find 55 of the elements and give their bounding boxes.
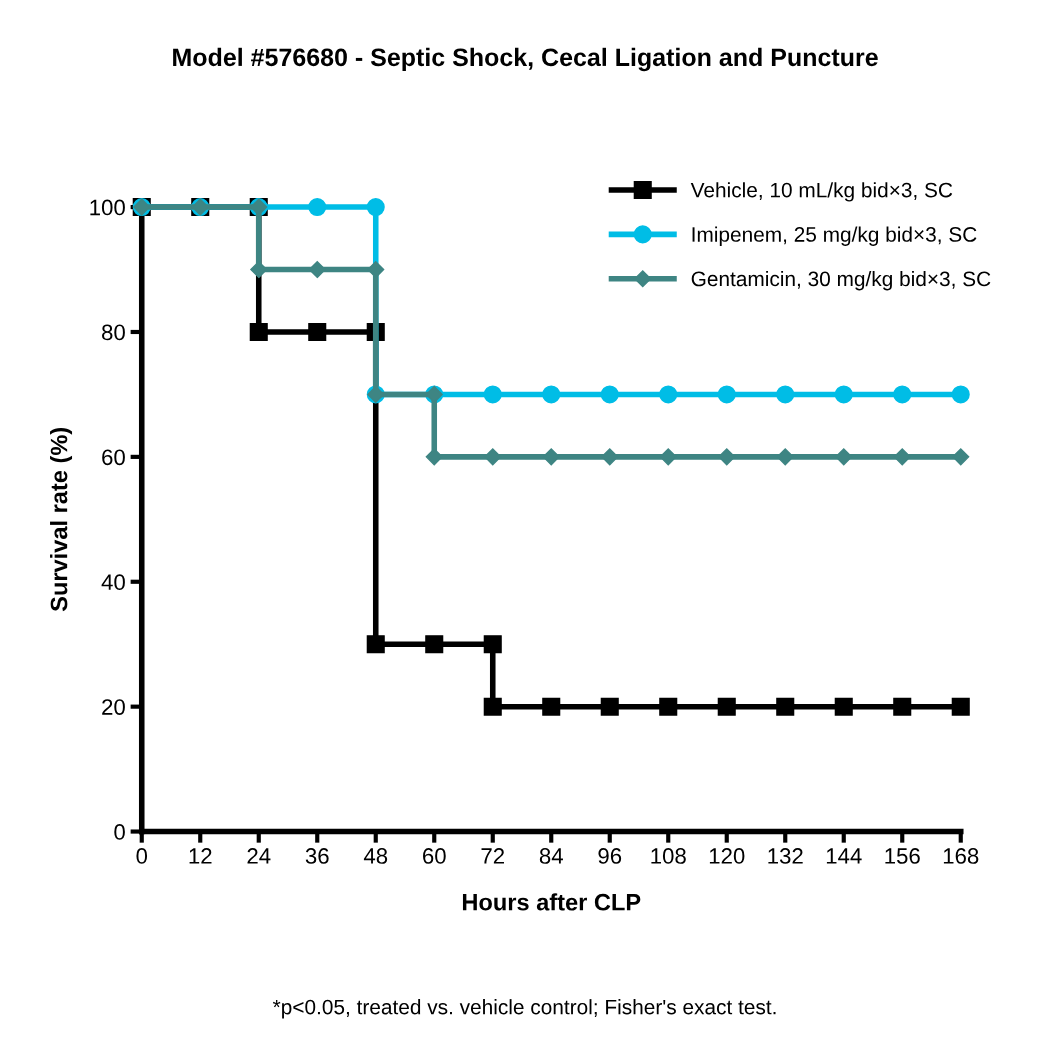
point <box>542 385 561 404</box>
x-tick-label: 168 <box>943 848 979 864</box>
point <box>893 697 912 716</box>
point <box>834 697 853 716</box>
point <box>951 697 970 716</box>
point <box>483 385 502 404</box>
point <box>776 697 795 716</box>
point <box>834 385 853 404</box>
point <box>366 635 385 654</box>
point <box>717 385 736 404</box>
x-tick-label: 120 <box>709 848 745 864</box>
point <box>776 385 795 404</box>
point <box>659 697 678 716</box>
x-tick-label: 132 <box>768 848 803 864</box>
chart-title: Model #576680 - Septic Shock, Cecal Ligation and Puncture <box>173 47 878 72</box>
point <box>483 635 502 654</box>
y-tick-label: 60 <box>102 449 125 466</box>
y-axis-title: Survival rate (%) <box>50 427 73 612</box>
x-tick-label: 24 <box>247 848 271 864</box>
text: *p<0.05, treated vs. vehicle control; Fisher's exact test. <box>272 999 776 1019</box>
x-tick-label: 84 <box>539 848 563 864</box>
point <box>249 322 268 342</box>
x-tick-label: 156 <box>885 848 920 864</box>
y-tick-label: 100 <box>90 199 125 216</box>
point <box>952 448 970 466</box>
x-tick-label: 108 <box>651 848 686 864</box>
legend-label: Imipenem, 25 mg/kg bid×3, SC <box>692 226 977 246</box>
y-tick-label: 40 <box>101 574 125 591</box>
point <box>366 198 385 217</box>
point <box>951 385 970 404</box>
point <box>717 697 736 716</box>
point <box>893 385 912 404</box>
y-tick-label: 80 <box>102 324 125 341</box>
point <box>308 198 327 217</box>
point <box>425 635 444 654</box>
point <box>600 697 619 716</box>
point <box>600 385 619 404</box>
legend-label: Gentamicin, 30 mg/kg bid×3, SC <box>691 270 991 291</box>
x-tick-label: 96 <box>598 848 622 864</box>
x-tick-label: 72 <box>481 848 504 864</box>
point <box>308 322 327 342</box>
x-tick-label: 0 <box>136 848 148 864</box>
point <box>425 448 443 466</box>
legend-label: Vehicle, 10 mL/kg bid×3, SC <box>690 182 953 202</box>
x-axis-title: Hours after CLP <box>462 893 641 911</box>
y-tick-label: 20 <box>102 699 125 715</box>
x-tick-label: 144 <box>826 848 862 864</box>
point <box>659 385 678 404</box>
x-tick-label: 12 <box>189 848 212 864</box>
y-tick-label: 0 <box>114 824 125 840</box>
x-tick-label: 60 <box>423 848 446 864</box>
x-tick-label: 48 <box>363 848 388 864</box>
x-tick-label: 36 <box>305 848 329 864</box>
point <box>483 697 502 716</box>
point <box>542 697 561 716</box>
